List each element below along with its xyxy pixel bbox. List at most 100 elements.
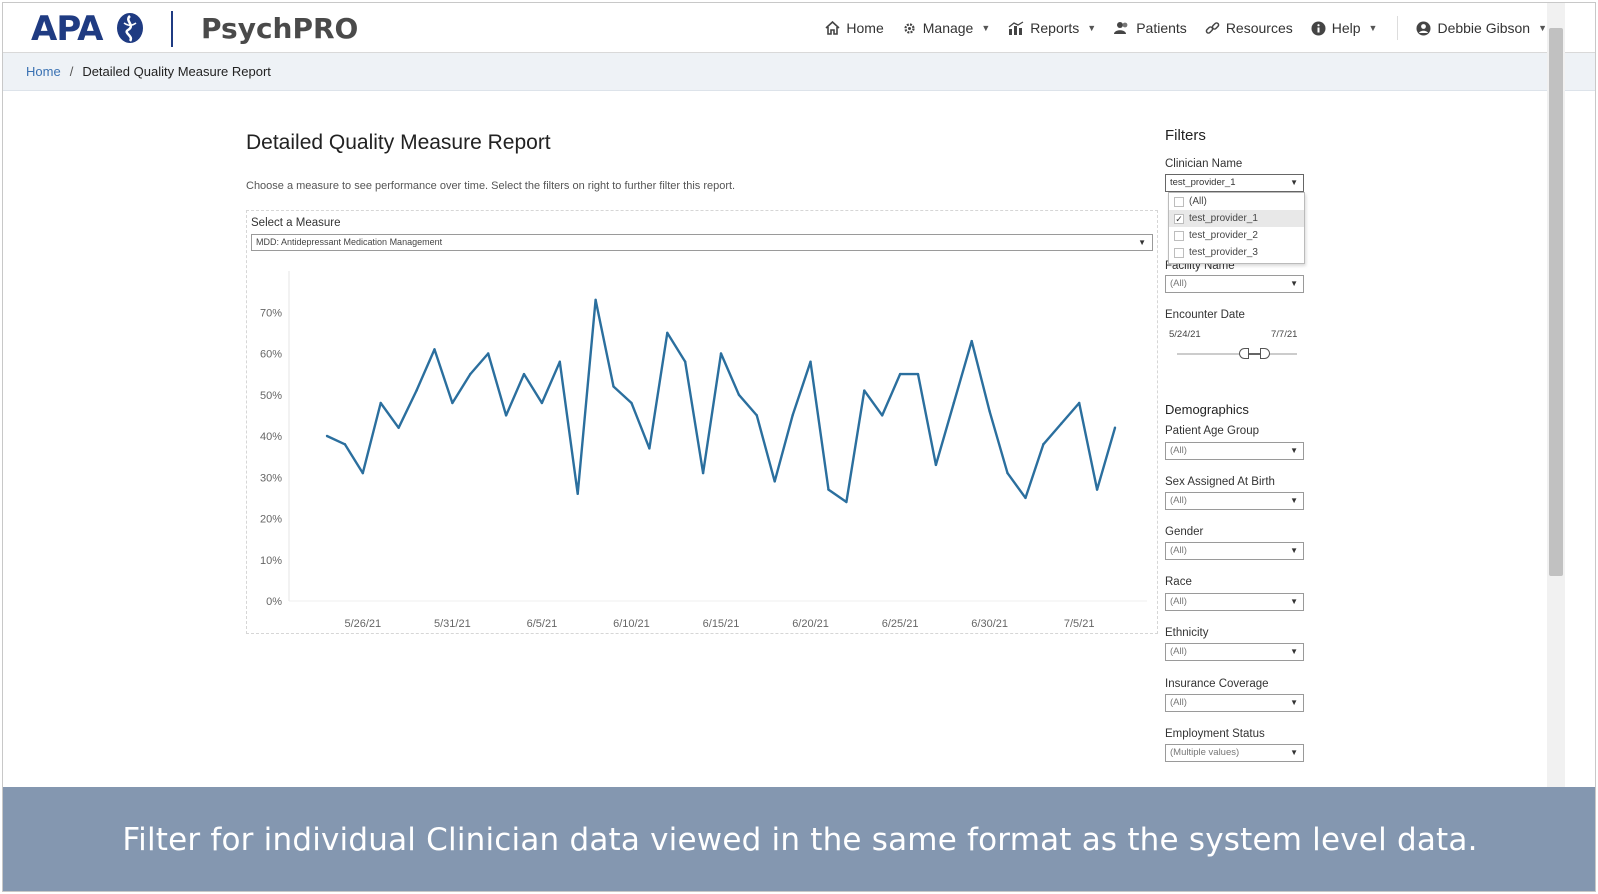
- age-group-filter-select[interactable]: (All) ▼: [1165, 442, 1304, 460]
- caret-down-icon: ▼: [1290, 178, 1298, 187]
- data-point: [755, 414, 759, 417]
- link-icon: [1205, 21, 1220, 34]
- clinician-filter-value: test_provider_1: [1170, 177, 1236, 188]
- line-chart: 0% 10% 20% 30% 40% 50% 60% 70% 5/26/21 5/31/21 6/5…: [260, 271, 1147, 630]
- clinician-option-label: test_provider_3: [1189, 247, 1258, 258]
- chart-panel: Select a Measure MDD: Antidepressant Med…: [246, 210, 1158, 634]
- race-filter-label: Race: [1165, 576, 1192, 588]
- gender-filter-label: Gender: [1165, 526, 1204, 538]
- data-point: [827, 488, 830, 491]
- nav-user-menu[interactable]: Debbie Gibson ▼: [1416, 20, 1547, 36]
- nav-divider: [1397, 16, 1399, 40]
- x-tick-label: 6/30/21: [971, 618, 1008, 630]
- x-tick-label: 6/25/21: [882, 618, 919, 630]
- clinician-option-label: (All): [1189, 196, 1207, 207]
- x-tick-label: 5/26/21: [344, 618, 381, 630]
- data-point: [809, 360, 812, 363]
- x-tick-label: 7/5/21: [1064, 618, 1095, 630]
- data-point: [325, 434, 329, 438]
- clinician-option[interactable]: test_provider_3: [1169, 244, 1304, 261]
- breadcrumb-separator: /: [69, 64, 74, 79]
- y-tick-label: 70%: [260, 307, 282, 319]
- clinician-option[interactable]: ✓ test_provider_1: [1169, 210, 1304, 227]
- sex-filter-select[interactable]: (All) ▼: [1165, 492, 1304, 510]
- checkbox-checked-icon[interactable]: ✓: [1174, 214, 1184, 224]
- caret-down-icon: ▼: [981, 23, 991, 33]
- psychpro-logo-text[interactable]: PsychPRO: [201, 12, 359, 45]
- measure-select[interactable]: MDD: Antidepressant Medication Managemen…: [251, 234, 1153, 251]
- nav-manage[interactable]: Manage ▼: [902, 20, 991, 36]
- breadcrumb-home-link[interactable]: Home: [26, 64, 61, 79]
- data-point: [612, 385, 615, 388]
- data-point: [576, 492, 579, 495]
- data-point: [648, 447, 651, 450]
- data-point: [343, 443, 347, 446]
- users-icon: [1114, 22, 1128, 34]
- insurance-filter-label: Insurance Coverage: [1165, 678, 1269, 690]
- data-point: [594, 298, 597, 302]
- data-point: [1060, 422, 1063, 425]
- ethnicity-filter-select[interactable]: (All) ▼: [1165, 643, 1304, 661]
- data-point: [1024, 496, 1027, 500]
- nav-patients[interactable]: Patients: [1114, 20, 1187, 36]
- data-point: [701, 471, 705, 475]
- data-point: [970, 339, 973, 343]
- insurance-filter-select[interactable]: (All) ▼: [1165, 694, 1304, 712]
- measure-select-label: Select a Measure: [251, 217, 341, 229]
- slider-start-handle[interactable]: [1239, 348, 1249, 359]
- checkbox[interactable]: [1174, 197, 1184, 207]
- data-point: [486, 352, 490, 355]
- ethnicity-filter-label: Ethnicity: [1165, 627, 1209, 639]
- data-point: [880, 414, 884, 417]
- clinician-option-label: test_provider_1: [1189, 213, 1258, 224]
- scrollbar-thumb[interactable]: [1549, 28, 1563, 576]
- nav-reports-label: Reports: [1030, 20, 1080, 36]
- caret-down-icon: ▼: [1138, 238, 1146, 247]
- data-point: [952, 401, 956, 405]
- caret-down-icon: ▼: [1290, 446, 1298, 455]
- apa-logo-text[interactable]: APA: [31, 9, 103, 49]
- y-tick-label: 40%: [260, 431, 282, 443]
- employment-filter-select[interactable]: (Multiple values) ▼: [1165, 744, 1304, 762]
- data-point: [451, 401, 454, 405]
- data-point: [558, 360, 562, 363]
- data-point: [863, 389, 866, 392]
- page-scrollbar[interactable]: [1547, 3, 1565, 787]
- nav-home[interactable]: Home: [825, 20, 884, 36]
- series-line: [326, 298, 1117, 504]
- data-point: [773, 480, 776, 483]
- caption-banner: Filter for individual Clinician data vie…: [3, 787, 1595, 891]
- employment-filter-label: Employment Status: [1165, 728, 1265, 740]
- employment-filter-value: (Multiple values): [1170, 747, 1240, 758]
- caret-down-icon: ▼: [1290, 279, 1298, 288]
- sex-filter-value: (All): [1170, 495, 1187, 506]
- data-point: [1077, 401, 1081, 405]
- encounter-date-slider[interactable]: [1177, 353, 1297, 355]
- checkbox[interactable]: [1174, 231, 1184, 241]
- clinician-filter-label: Clinician Name: [1165, 158, 1243, 170]
- facility-filter-select[interactable]: (All) ▼: [1165, 275, 1304, 293]
- nav-resources[interactable]: Resources: [1205, 20, 1293, 36]
- checkbox[interactable]: [1174, 248, 1184, 258]
- race-filter-value: (All): [1170, 596, 1187, 607]
- clinician-option[interactable]: test_provider_2: [1169, 227, 1304, 244]
- data-point: [630, 401, 633, 405]
- x-tick-label: 6/15/21: [703, 618, 740, 630]
- data-point: [1095, 488, 1099, 491]
- caption-text: Filter for individual Clinician data vie…: [122, 822, 1478, 858]
- age-group-filter-label: Patient Age Group: [1165, 425, 1259, 437]
- info-icon: [1311, 21, 1326, 35]
- encounter-date-range: [1241, 353, 1263, 355]
- race-filter-select[interactable]: (All) ▼: [1165, 593, 1304, 611]
- slider-end-handle[interactable]: [1260, 348, 1270, 359]
- clinician-filter-select[interactable]: test_provider_1 ▼: [1165, 174, 1304, 192]
- clinician-option[interactable]: (All): [1169, 193, 1304, 210]
- nav-reports[interactable]: Reports ▼: [1008, 20, 1096, 36]
- data-point: [988, 410, 991, 413]
- chart-icon: [1008, 21, 1024, 35]
- nav-help[interactable]: Help ▼: [1311, 20, 1377, 36]
- data-point: [433, 348, 436, 351]
- gender-filter-select[interactable]: (All) ▼: [1165, 542, 1304, 560]
- data-point: [1006, 471, 1009, 475]
